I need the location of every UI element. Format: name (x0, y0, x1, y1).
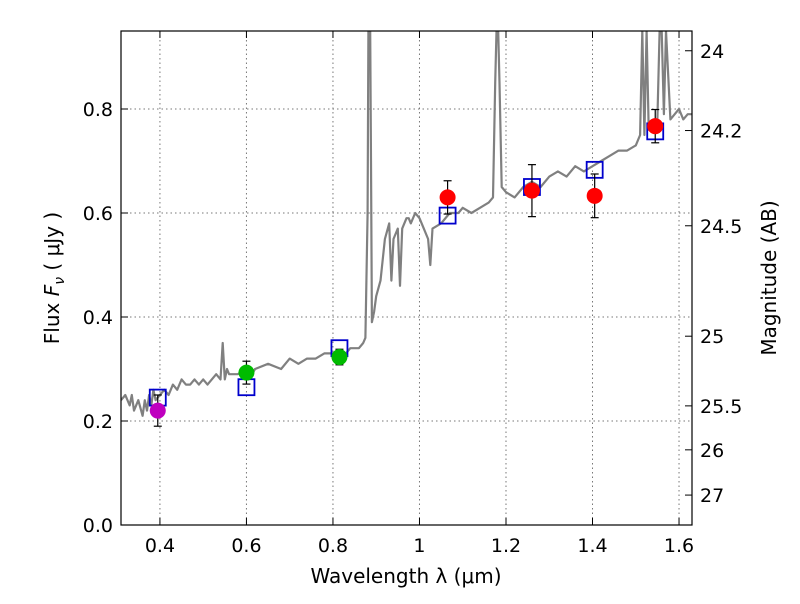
mag-tick-label: 24.2 (700, 121, 742, 143)
flux-point-K (647, 118, 664, 135)
flux-point-i (331, 349, 348, 366)
y-axis-label-pre: Flux (40, 296, 64, 344)
photometry-points (148, 108, 665, 427)
y-tick-label: 0.2 (83, 411, 113, 433)
grid-lines (121, 31, 692, 526)
right-axis-label: Magnitude (AB) (757, 200, 781, 355)
plot-frame (120, 30, 693, 526)
y-tick-label: 0.6 (83, 203, 113, 225)
x-tick-label: 1.6 (664, 535, 694, 557)
flux-point-u (149, 402, 166, 419)
x-axis-label: Wavelength λ (μm) (310, 564, 501, 588)
mag-tick-label: 24.5 (700, 216, 742, 238)
y-axis-label-post: ( μJy ) (40, 212, 64, 277)
mag-tick-label: 26 (700, 440, 724, 462)
y-tick-label: 0.0 (83, 515, 113, 537)
mag-tick-label: 27 (700, 485, 724, 507)
tick-labels: 0.4 0.6 0.8 1 1.2 1.4 1.6 0.0 0.2 0.4 0.6 0.8 24 24.2… (83, 41, 743, 557)
mag-tick-label: 24 (700, 41, 724, 63)
y-axis-label-subscript: ν (52, 277, 68, 285)
flux-point-Y (439, 189, 456, 206)
x-tick-label: 1.2 (491, 535, 521, 557)
y-tick-label: 0.8 (83, 99, 113, 121)
sed-model (121, 31, 692, 417)
x-tick-label: 0.6 (231, 535, 261, 557)
x-tick-label: 0.8 (318, 535, 348, 557)
mag-tick-label: 25.5 (700, 396, 742, 418)
x-tick-label: 1.4 (577, 535, 607, 557)
axis-ticks (121, 31, 692, 526)
x-tick-label: 0.4 (145, 535, 175, 557)
y-tick-label: 0.4 (83, 307, 113, 329)
y-axis-label-symbol: F (40, 284, 64, 296)
flux-point-r (238, 364, 255, 381)
mag-tick-label: 25 (700, 326, 724, 348)
sed-model-line (121, 31, 692, 417)
flux-point-H (586, 187, 603, 204)
flux-point-J (523, 182, 540, 199)
x-tick-label: 1 (413, 535, 425, 557)
y-axis-label: Flux Fν ( μJy ) (40, 212, 68, 344)
